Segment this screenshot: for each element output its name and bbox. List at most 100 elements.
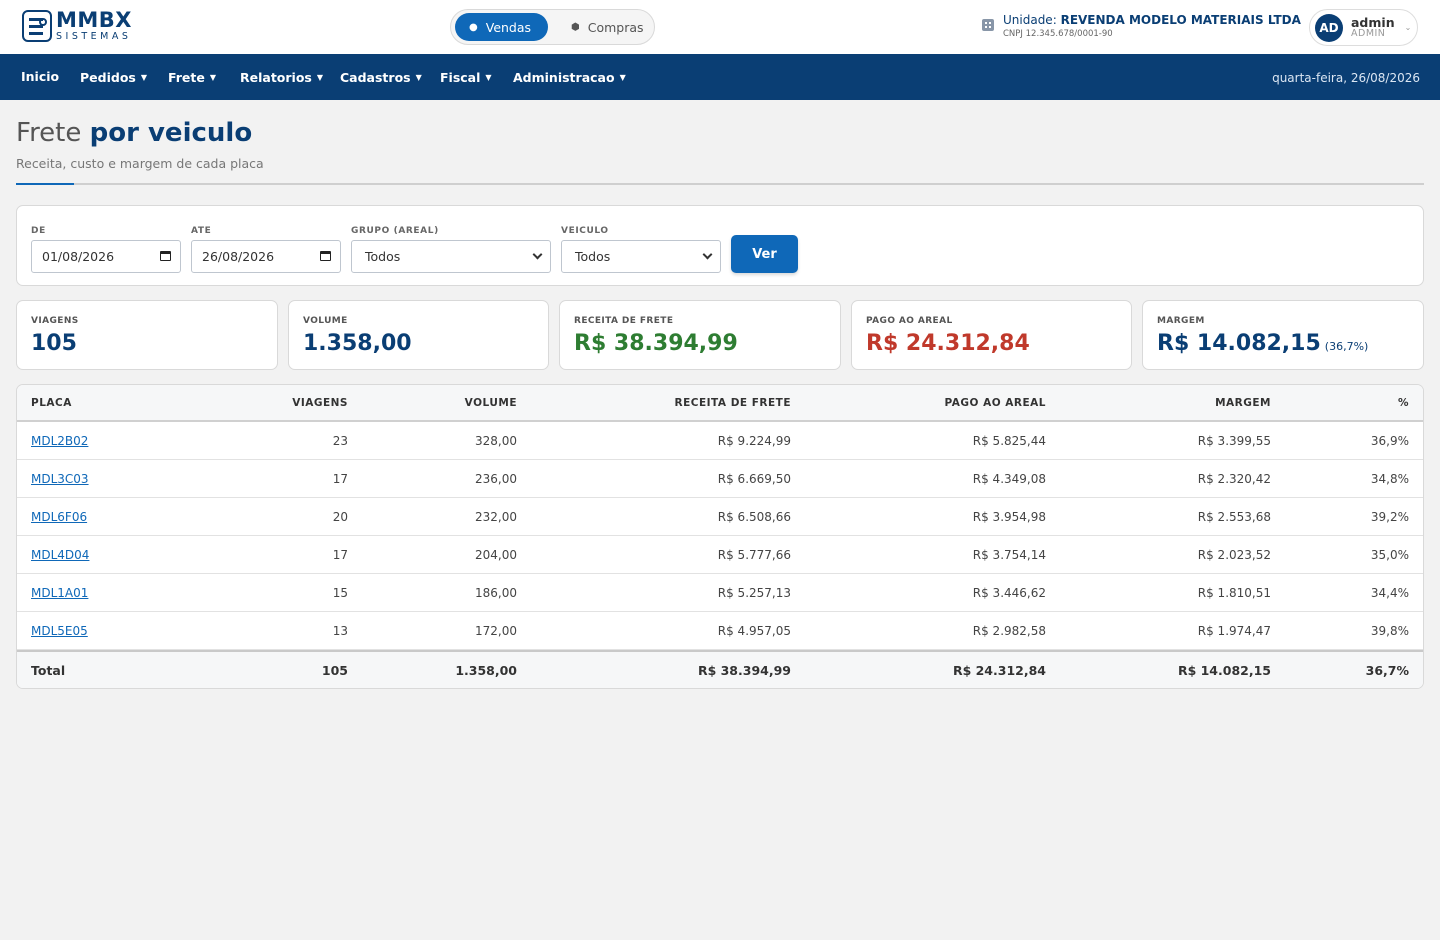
kpi-note: (36,7%) — [1324, 340, 1369, 353]
nav-item-administracao[interactable]: Administracao ▼ — [513, 70, 626, 85]
filter-grupo-label: GRUPO (AREAL) — [351, 226, 439, 236]
nav-item-fiscal[interactable]: Fiscal ▼ — [440, 70, 492, 85]
cell-pago-areal: R$ 3.446,62 — [972, 586, 1046, 600]
mode-compras-button[interactable]: ⬢ Compras — [557, 13, 652, 41]
kpi-label: MARGEM — [1157, 316, 1205, 326]
logo-icon — [22, 10, 52, 42]
col-margem[interactable]: MARGEM — [1215, 397, 1271, 409]
date-from-input[interactable]: 01/08/2026 — [31, 240, 181, 273]
cell-percent: 34,4% — [1370, 586, 1409, 600]
col-pago-areal[interactable]: PAGO AO AREAL — [944, 397, 1046, 409]
brand-logo[interactable]: MMBX SISTEMAS — [22, 10, 132, 42]
cell-volume: 172,00 — [475, 624, 517, 638]
filter-panel: DE 01/08/2026 ATE 26/08/2026 GRUPO (AREA… — [16, 205, 1424, 286]
cell-viagens: 17 — [332, 472, 348, 486]
divider-accent — [16, 183, 74, 185]
veiculo-select[interactable]: Todos — [561, 240, 721, 273]
mode-toggle: ● Vendas ⬢ Compras — [450, 9, 655, 45]
cell-viagens: 20 — [332, 510, 348, 524]
total-margem: R$ 14.082,15 — [1177, 663, 1271, 678]
nav-item-frete[interactable]: Frete ▼ — [168, 70, 216, 85]
total-label: Total — [31, 663, 66, 678]
user-menu[interactable]: AD admin ADMIN ⌄ — [1309, 9, 1418, 46]
table-row: MDL5E05 13 172,00 R$ 4.957,05 R$ 2.982,5… — [17, 612, 1423, 650]
brand-subtitle: SISTEMAS — [56, 31, 132, 43]
calendar-icon[interactable] — [320, 251, 331, 261]
total-receita: R$ 38.394,99 — [697, 663, 791, 678]
col-viagens[interactable]: VIAGENS — [292, 397, 348, 409]
chevron-down-icon: ⌄ — [1404, 23, 1412, 32]
kpi-pago-areal: PAGO AO AREAL R$ 24.312,84 — [851, 300, 1132, 370]
building-icon — [982, 19, 994, 31]
grupo-select[interactable]: Todos — [351, 240, 551, 273]
cell-margem: R$ 1.974,47 — [1197, 624, 1271, 638]
money-bag-icon: ● — [469, 21, 478, 33]
table-total-row: Total 105 1.358,00 R$ 38.394,99 R$ 24.31… — [17, 650, 1423, 688]
user-role: ADMIN — [1351, 28, 1386, 40]
col-percent[interactable]: % — [1397, 397, 1409, 409]
nav-item-relatorios[interactable]: Relatorios ▼ — [240, 70, 324, 85]
total-pago-areal: R$ 24.312,84 — [952, 663, 1046, 678]
total-percent: 36,7% — [1365, 663, 1409, 678]
placa-link[interactable]: MDL3C03 — [31, 472, 89, 486]
nav-item-pedidos[interactable]: Pedidos ▼ — [80, 70, 148, 85]
placa-link[interactable]: MDL2B02 — [31, 434, 89, 448]
unit-prefix: Unidade: — [1003, 13, 1057, 27]
caret-down-icon: ▼ — [209, 73, 216, 82]
cell-receita: R$ 5.257,13 — [717, 586, 791, 600]
unit-name: REVENDA MODELO MATERIAIS LTDA — [1060, 13, 1301, 27]
placa-link[interactable]: MDL5E05 — [31, 624, 88, 638]
placa-link[interactable]: MDL6F06 — [31, 510, 88, 524]
filter-ate-label: ATE — [191, 226, 212, 236]
user-name: admin — [1351, 14, 1395, 30]
kpi-volume: VOLUME 1.358,00 — [288, 300, 549, 370]
date-to-input[interactable]: 26/08/2026 — [191, 240, 341, 273]
table-row: MDL3C03 17 236,00 R$ 6.669,50 R$ 4.349,0… — [17, 460, 1423, 498]
mode-vendas-label: Vendas — [485, 19, 532, 35]
col-volume[interactable]: VOLUME — [464, 397, 517, 409]
nav-item-cadastros[interactable]: Cadastros ▼ — [340, 70, 422, 85]
cell-pago-areal: R$ 5.825,44 — [972, 434, 1046, 448]
ver-button[interactable]: Ver — [731, 235, 798, 273]
cell-margem: R$ 2.553,68 — [1197, 510, 1271, 524]
col-receita[interactable]: RECEITA DE FRETE — [674, 397, 791, 409]
cell-receita: R$ 9.224,99 — [717, 434, 791, 448]
cell-volume: 186,00 — [475, 586, 517, 600]
kpi-value: 105 — [31, 331, 77, 356]
mode-vendas-button[interactable]: ● Vendas — [455, 13, 548, 41]
cell-volume: 328,00 — [475, 434, 517, 448]
avatar: AD — [1315, 13, 1343, 42]
cell-percent: 35,0% — [1370, 548, 1409, 562]
table-row: MDL1A01 15 186,00 R$ 5.257,13 R$ 3.446,6… — [17, 574, 1423, 612]
filter-veiculo-label: VEICULO — [561, 226, 609, 236]
vehicle-table: PLACA VIAGENS VOLUME RECEITA DE FRETE PA… — [16, 384, 1424, 689]
kpi-label: RECEITA DE FRETE — [574, 316, 674, 326]
cell-percent: 39,2% — [1370, 510, 1409, 524]
cell-viagens: 17 — [332, 548, 348, 562]
col-placa[interactable]: PLACA — [31, 397, 72, 409]
kpi-value: R$ 14.082,15 (36,7%) — [1157, 331, 1369, 356]
table-row: MDL6F06 20 232,00 R$ 6.508,66 R$ 3.954,9… — [17, 498, 1423, 536]
calendar-icon[interactable] — [160, 251, 171, 261]
kpi-label: PAGO AO AREAL — [866, 316, 953, 326]
table-row: MDL2B02 23 328,00 R$ 9.224,99 R$ 5.825,4… — [17, 422, 1423, 460]
cell-volume: 204,00 — [475, 548, 517, 562]
placa-link[interactable]: MDL1A01 — [31, 586, 89, 600]
caret-down-icon: ▼ — [316, 73, 324, 82]
total-viagens: 105 — [321, 663, 348, 678]
placa-link[interactable]: MDL4D04 — [31, 548, 90, 562]
kpi-label: VIAGENS — [31, 316, 79, 326]
nav-item-inicio[interactable]: Inicio — [21, 69, 60, 84]
cell-receita: R$ 6.669,50 — [717, 472, 791, 486]
caret-down-icon: ▼ — [415, 73, 422, 82]
unit-info: Unidade: REVENDA MODELO MATERIAIS LTDA C… — [982, 13, 1301, 39]
cell-pago-areal: R$ 2.982,58 — [972, 624, 1046, 638]
total-volume: 1.358,00 — [455, 663, 517, 678]
brand-name: MMBX — [56, 8, 132, 33]
cell-margem: R$ 2.023,52 — [1197, 548, 1271, 562]
kpi-label: VOLUME — [303, 316, 348, 326]
filter-de-label: DE — [31, 226, 46, 236]
cell-receita: R$ 4.957,05 — [717, 624, 791, 638]
kpi-receita: RECEITA DE FRETE R$ 38.394,99 — [559, 300, 841, 370]
caret-down-icon: ▼ — [485, 73, 492, 82]
